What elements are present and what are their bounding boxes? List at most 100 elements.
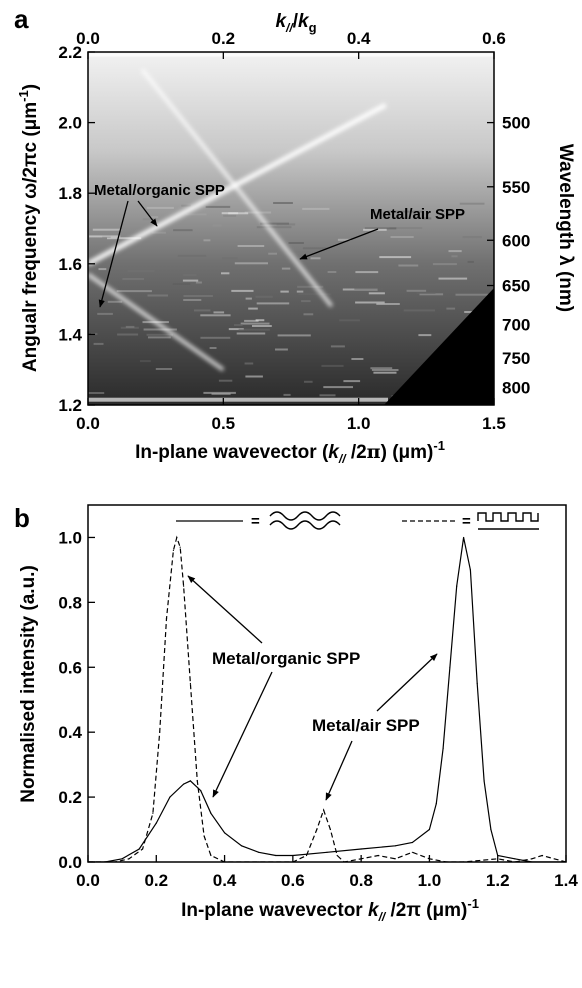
series-dashed-point <box>531 858 533 860</box>
axis-a-xtick-label: 1.0 <box>347 414 371 433</box>
heatmap-noise-stripe <box>183 274 197 277</box>
heatmap-noise-stripe <box>194 309 211 312</box>
heatmap-noise-stripe <box>228 212 249 215</box>
series-dashed-point <box>463 861 465 862</box>
heatmap-noise-stripe <box>364 227 397 230</box>
series-solid-point <box>449 666 451 668</box>
series-dashed-point <box>128 858 130 860</box>
heatmap-noise-stripe <box>455 293 489 296</box>
axis-a-xlabel-unit: ) (μm) <box>381 442 434 463</box>
axis-a-xlabel-var: k <box>328 442 340 463</box>
series-solid-point <box>210 812 212 814</box>
heatmap-bottom-stripe <box>88 397 388 402</box>
axis-a-ylabel-main: Angualr frequency ω/2πc (μm <box>20 102 41 372</box>
heatmap-noise-stripe <box>343 380 361 383</box>
axis-a-right-tick-label: 750 <box>502 349 530 368</box>
series-solid-point <box>241 845 243 847</box>
axis-a-top-densub: g <box>309 20 317 35</box>
series-solid-point <box>189 780 191 782</box>
heatmap-band <box>86 272 225 372</box>
heatmap-noise-stripe <box>302 247 328 250</box>
series-dashed-point <box>196 780 198 782</box>
heatmap-noise-stripe <box>234 324 243 326</box>
axis-a-xlabel: In-plane wavevector (k// /2π) (μm)-1 <box>135 438 445 466</box>
heatmap-noise-stripe <box>107 237 142 240</box>
series-dashed-point <box>343 861 345 862</box>
axis-a-ytick-label: 1.2 <box>58 396 82 415</box>
axis-a-xtick-label: 0.5 <box>212 414 236 433</box>
series-solid-point <box>463 536 465 539</box>
series-dashed-point <box>329 828 331 831</box>
heatmap-noise-stripe <box>273 202 293 204</box>
panel-b: b 0.0 0.2 0.4 0.6 0.8 1.0 1.2 1.40.00.20.40.60.… <box>14 503 578 924</box>
series-solid-point <box>514 858 516 860</box>
heatmap-noise-stripe <box>147 294 168 297</box>
axis-a-ylabel-close: ) <box>20 84 41 90</box>
arrow-b-air-down <box>325 740 353 801</box>
heatmap-noise-stripe <box>438 277 468 280</box>
axis-a-top-tick-label: 0.0 <box>76 29 100 48</box>
heatmap-noise-stripe <box>323 386 353 389</box>
series-solid-point <box>469 569 471 571</box>
axis-a-ylabel: Angualr frequency ω/2πc (μm-1) <box>16 84 41 372</box>
heatmap-noise-stripe <box>255 319 265 322</box>
axis-a-right-tick-label: 650 <box>502 277 530 296</box>
heatmap-noise-stripe <box>355 271 379 274</box>
series-dashed-point <box>541 854 543 857</box>
axis-a-right-label: Wavelength λ (nm) <box>555 144 576 312</box>
heatmap-noise-stripe <box>107 300 123 303</box>
legend-sinusoid-icon-lower <box>269 520 341 530</box>
heatmap-noise-stripe <box>432 263 457 266</box>
heatmap-noise-stripe <box>319 394 336 397</box>
heatmap-noise-stripe <box>398 264 419 267</box>
heatmap-noise-stripe <box>143 328 177 331</box>
heatmap-noise-stripe <box>403 309 435 312</box>
heatmap-noise-stripe <box>148 336 171 339</box>
heatmap-noise-stripe <box>310 257 321 260</box>
heatmap-noise-stripe <box>173 229 193 232</box>
axis-a-ytick-label: 1.4 <box>58 325 82 344</box>
heatmap-noise-stripe <box>146 333 173 336</box>
heatmap-noise-stripe <box>368 292 385 295</box>
axis-a-xlabel-main: In-plane wavevector ( <box>135 442 329 463</box>
heatmap-noise-stripe <box>355 301 385 304</box>
axis-a-right-tick-label: 500 <box>502 114 530 133</box>
series-dashed-point <box>189 682 191 685</box>
series-solid-point <box>292 854 294 857</box>
heatmap-noise-stripe <box>390 236 414 238</box>
series-dashed-point <box>445 861 448 862</box>
series-solid-point <box>476 682 478 685</box>
heatmap-noise-stripe <box>181 204 191 207</box>
heatmap-noise-stripe <box>228 328 244 331</box>
series-dashed-point <box>224 861 226 862</box>
series-solid-point <box>326 851 328 853</box>
heatmap-noise-stripe <box>424 249 445 252</box>
series-solid-point <box>104 861 106 862</box>
axis-a-right-tick-label: 700 <box>502 315 530 334</box>
heatmap-noise-stripe <box>371 369 399 371</box>
series-dashed-point <box>179 546 181 548</box>
heatmap-noise-stripe <box>248 307 258 310</box>
heatmap-noise-stripe <box>218 379 233 382</box>
legend-solid-equals: = <box>251 513 260 530</box>
panel-label-b: b <box>14 503 30 533</box>
series-dashed-point <box>152 812 154 814</box>
heatmap-noise-stripe <box>88 392 105 394</box>
series-solid-point <box>483 780 485 782</box>
series-solid-point <box>138 848 140 850</box>
plot-b-frame <box>87 504 567 863</box>
heatmap-noise-stripe <box>255 295 273 298</box>
heatmap-noise-stripe <box>387 210 423 213</box>
annotation-a-metal-organic: Metal/organic SPP <box>94 182 225 199</box>
heatmap-noise-stripe <box>185 213 207 216</box>
heatmap-noise-stripe <box>182 279 199 282</box>
heatmap-noise-stripe <box>209 347 217 349</box>
series-dashed-point <box>497 858 499 860</box>
axis-b-ytick-label: 1.0 <box>58 528 82 547</box>
heatmap-noise-stripe <box>446 307 456 310</box>
heatmap-noise-stripe <box>297 285 324 288</box>
axis-a-xlabel-sub: // <box>338 452 347 466</box>
heatmap-noise-stripe <box>200 314 231 317</box>
series-dashed-point <box>183 585 185 587</box>
